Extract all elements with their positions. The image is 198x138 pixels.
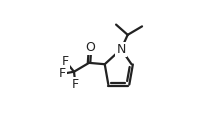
Text: F: F	[72, 78, 79, 91]
Text: F: F	[59, 67, 66, 80]
Text: F: F	[62, 55, 69, 68]
Text: N: N	[116, 43, 126, 56]
Text: O: O	[85, 41, 95, 54]
